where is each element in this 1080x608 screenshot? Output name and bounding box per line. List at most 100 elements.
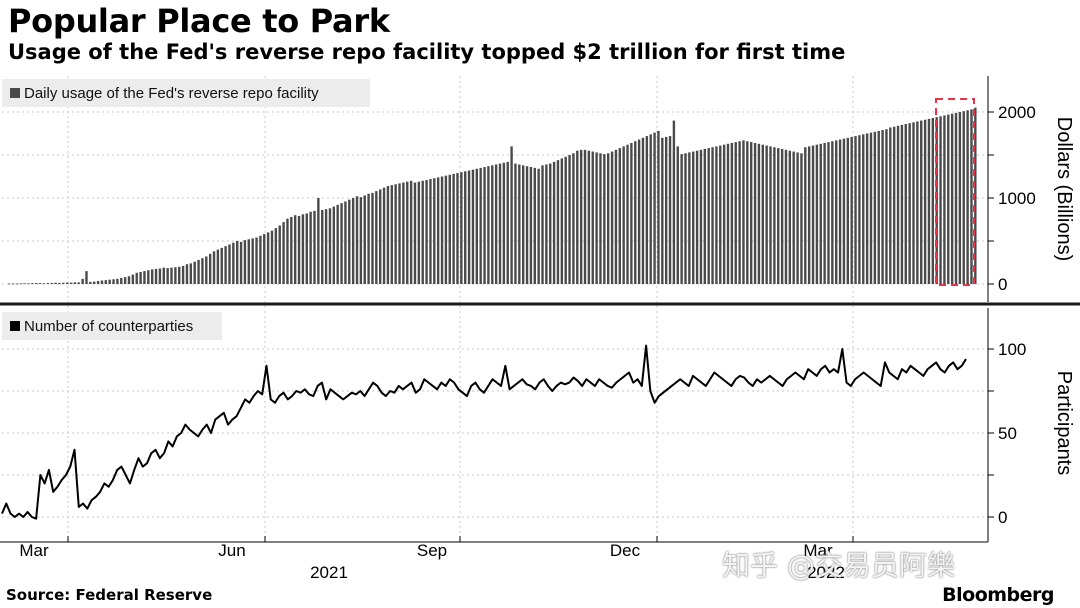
bar-mark	[715, 146, 718, 284]
bar-mark	[309, 211, 312, 284]
bar-mark	[104, 280, 108, 284]
bar-mark	[475, 168, 479, 284]
chart-title: Popular Place to Park	[8, 2, 390, 40]
bar-mark	[892, 126, 896, 285]
bar-mark	[456, 173, 459, 284]
bar-mark	[409, 180, 413, 284]
bar-mark	[529, 167, 533, 284]
bar-mark	[89, 281, 92, 284]
bar-mark	[784, 149, 788, 284]
bar-mark	[958, 112, 962, 284]
bar-mark	[541, 165, 544, 284]
bar-mark	[533, 167, 536, 284]
bar-legend-label: Daily usage of the Fed's reverse repo fa…	[24, 85, 319, 102]
bar-mark	[390, 185, 393, 284]
bar-mark	[236, 241, 239, 284]
bar-mark	[270, 230, 274, 284]
bar-mark	[135, 272, 138, 284]
bar-mark	[711, 147, 714, 284]
bar-mark	[769, 146, 772, 284]
bar-mark	[301, 214, 305, 284]
bar-mark	[537, 168, 540, 284]
bar-mark	[688, 152, 691, 284]
bar-mark	[73, 282, 77, 284]
bar-mark	[85, 271, 88, 284]
bar-legend-box	[2, 79, 370, 107]
bar-mark	[69, 282, 73, 284]
bar-mark	[491, 165, 494, 284]
line-legend-label: Number of counterparties	[24, 318, 193, 335]
bar-mark	[181, 265, 185, 284]
bar-mark	[50, 282, 53, 284]
bar-y-tick-label: 1000	[998, 189, 1036, 208]
bar-mark	[831, 141, 834, 284]
bar-mark	[274, 228, 278, 284]
bar-mark	[286, 218, 289, 284]
bar-mark	[842, 138, 846, 284]
bar-mark	[618, 148, 621, 284]
x-year-label: 2021	[310, 563, 348, 582]
bar-mark	[749, 142, 753, 284]
bar-mark	[726, 143, 730, 284]
bar-mark	[297, 216, 301, 284]
bar-mark	[730, 142, 734, 284]
bar-mark	[603, 154, 606, 284]
bar-mark	[796, 152, 799, 284]
bar-mark	[467, 170, 471, 284]
bar-mark	[854, 136, 857, 284]
bar-mark	[935, 117, 938, 284]
bar-mark	[722, 144, 726, 284]
bar-mark	[394, 184, 397, 284]
bar-mark	[518, 164, 521, 284]
bar-mark	[657, 130, 660, 284]
bar-mark	[232, 242, 235, 284]
bar-legend-swatch	[10, 88, 20, 98]
bar-mark	[974, 107, 977, 284]
bar-series	[8, 107, 977, 285]
bar-mark	[869, 132, 873, 284]
bar-mark	[243, 240, 247, 284]
bar-mark	[746, 141, 749, 284]
bar-mark	[738, 141, 741, 284]
bar-mark	[568, 155, 571, 284]
line-legend-swatch	[10, 321, 20, 331]
bar-y-tick-label: 0	[998, 275, 1007, 294]
bar-mark	[185, 264, 189, 284]
bar-mark	[143, 271, 146, 284]
bar-mark	[846, 137, 850, 284]
bar-mark	[661, 137, 664, 284]
bar-mark	[355, 196, 359, 284]
bar-mark	[653, 132, 656, 284]
bar-mark	[193, 261, 196, 284]
bar-mark	[699, 149, 703, 284]
bar-mark	[908, 123, 911, 285]
bar-mark	[464, 171, 467, 284]
bar-mark	[502, 162, 506, 284]
bar-mark	[413, 182, 417, 284]
bar-mark	[348, 199, 351, 284]
bar-mark	[363, 195, 366, 284]
bar-mark	[850, 136, 853, 284]
bar-mark	[703, 148, 707, 284]
bar-mark	[448, 174, 451, 284]
bar-mark	[178, 266, 181, 284]
bar-mark	[120, 277, 123, 284]
bar-mark	[823, 142, 826, 284]
bar-mark	[800, 153, 803, 284]
bar-mark	[174, 267, 177, 284]
bar-mark	[351, 198, 355, 284]
bar-mark	[881, 130, 884, 284]
bar-mark	[626, 144, 629, 284]
bar-mark	[166, 268, 169, 284]
bar-mark	[498, 163, 502, 284]
bar-mark	[162, 267, 165, 284]
bar-mark	[780, 148, 784, 284]
bar-mark	[649, 134, 652, 284]
bar-mark	[549, 163, 552, 284]
bar-mark	[205, 256, 208, 284]
x-tick-label: Mar	[19, 541, 49, 560]
bar-mark	[406, 181, 409, 284]
bar-mark	[572, 153, 575, 284]
bar-mark	[862, 134, 865, 284]
bar-mark	[692, 151, 695, 284]
